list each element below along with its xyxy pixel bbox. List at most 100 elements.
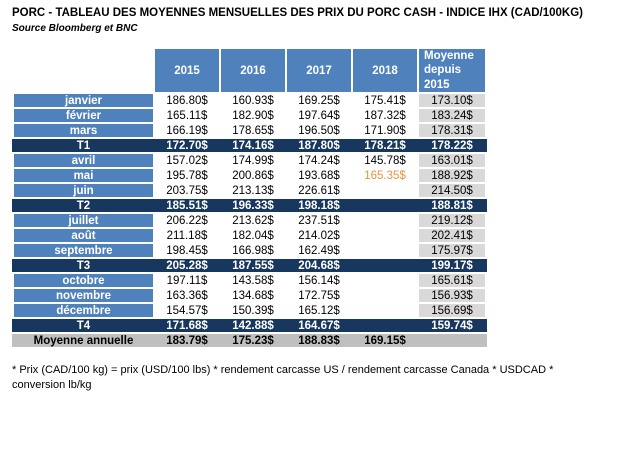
value-cell-janvier-2015: 186.80$ [153, 92, 221, 110]
row-label: T1 [12, 137, 155, 155]
value-cell-moyenne-annuelle-2017: 188.83$ [285, 332, 353, 350]
value-cell-t4-2016: 142.88$ [219, 317, 287, 335]
row-label: T2 [12, 197, 155, 215]
value-cell-avril-2017: 174.24$ [285, 152, 353, 170]
value-cell-t2-2016: 196.33$ [219, 197, 287, 215]
table-row-fevrier: février 165.11$ 182.90$ 197.64$ 187.32$ 183.2… [12, 107, 487, 125]
value-cell-janvier-2017: 169.25$ [285, 92, 353, 110]
table-row-decembre: décembre 154.57$ 150.39$ 165.12$ 156.69$ [12, 302, 487, 320]
value-cell-janvier-moyenne-depuis-2015: 173.10$ [417, 92, 487, 110]
value-cell-t4-2018 [351, 317, 419, 335]
value-cell-decembre-2015: 154.57$ [153, 302, 221, 320]
value-cell-juin-2017: 226.61$ [285, 182, 353, 200]
table-row-t1: T1 172.70$ 174.16$ 187.80$ 178.21$ 178.22$ [12, 137, 487, 155]
value-cell-t1-2018: 178.21$ [351, 137, 419, 155]
value-cell-t2-2015: 185.51$ [153, 197, 221, 215]
value-cell-t1-2015: 172.70$ [153, 137, 221, 155]
value-cell-juin-2015: 203.75$ [153, 182, 221, 200]
table-row-mai: mai 195.78$ 200.86$ 193.68$ 165.35$ 188.92$ [12, 167, 487, 185]
value-cell-moyenne-annuelle-moyenne-depuis-2015 [417, 332, 487, 350]
table-row-t4: T4 171.68$ 142.88$ 164.67$ 159.74$ [12, 317, 487, 335]
value-cell-t1-moyenne-depuis-2015: 178.22$ [417, 137, 487, 155]
value-cell-novembre-2016: 134.68$ [219, 287, 287, 305]
report-page: PORC - TABLEAU DES MOYENNES MENSUELLES D… [12, 7, 584, 391]
column-header-moyenne-depuis-2015: Moyenne depuis 2015 [417, 46, 487, 95]
value-cell-aout-2016: 182.04$ [219, 227, 287, 245]
row-label: février [12, 107, 155, 125]
value-cell-mars-2016: 178.65$ [219, 122, 287, 140]
value-cell-fevrier-2017: 197.64$ [285, 107, 353, 125]
value-cell-aout-2018 [351, 227, 419, 245]
value-cell-septembre-2015: 198.45$ [153, 242, 221, 260]
value-cell-t3-moyenne-depuis-2015: 199.17$ [417, 257, 487, 275]
column-header-2016: 2016 [219, 46, 287, 95]
column-header-2018: 2018 [351, 46, 419, 95]
value-cell-janvier-2016: 160.93$ [219, 92, 287, 110]
value-cell-novembre-2018 [351, 287, 419, 305]
value-cell-avril-2016: 174.99$ [219, 152, 287, 170]
table-row-janvier: janvier 186.80$ 160.93$ 169.25$ 175.41$ 173.1… [12, 92, 487, 110]
value-cell-moyenne-annuelle-2018: 169.15$ [351, 332, 419, 350]
value-cell-juin-2018 [351, 182, 419, 200]
value-cell-juillet-2017: 237.51$ [285, 212, 353, 230]
value-cell-mai-2015: 195.78$ [153, 167, 221, 185]
value-cell-t1-2017: 187.80$ [285, 137, 353, 155]
table-row-octobre: octobre 197.11$ 143.58$ 156.14$ 165.61$ [12, 272, 487, 290]
value-cell-octobre-2017: 156.14$ [285, 272, 353, 290]
table-row-aout: août 211.18$ 182.04$ 214.02$ 202.41$ [12, 227, 487, 245]
value-cell-juillet-moyenne-depuis-2015: 219.12$ [417, 212, 487, 230]
value-cell-t4-2015: 171.68$ [153, 317, 221, 335]
table-header: 2015 2016 2017 2018 Moyenne depuis 2015 [12, 46, 487, 95]
corner-cell [12, 46, 155, 95]
header-row: 2015 2016 2017 2018 Moyenne depuis 2015 [12, 46, 487, 95]
value-cell-septembre-2017: 162.49$ [285, 242, 353, 260]
row-label: juin [12, 182, 155, 200]
value-cell-mars-2017: 196.50$ [285, 122, 353, 140]
value-cell-mars-2018: 171.90$ [351, 122, 419, 140]
value-cell-juillet-2016: 213.62$ [219, 212, 287, 230]
value-cell-mai-2016: 200.86$ [219, 167, 287, 185]
page-title: PORC - TABLEAU DES MOYENNES MENSUELLES D… [12, 7, 584, 19]
value-cell-t3-2018 [351, 257, 419, 275]
value-cell-t4-moyenne-depuis-2015: 159.74$ [417, 317, 487, 335]
table-row-juillet: juillet 206.22$ 213.62$ 237.51$ 219.12$ [12, 212, 487, 230]
value-cell-novembre-2017: 172.75$ [285, 287, 353, 305]
value-cell-octobre-2015: 197.11$ [153, 272, 221, 290]
table-body: janvier 186.80$ 160.93$ 169.25$ 175.41$ 173.1… [12, 92, 487, 350]
row-label: janvier [12, 92, 155, 110]
value-cell-juillet-2018 [351, 212, 419, 230]
value-cell-septembre-moyenne-depuis-2015: 175.97$ [417, 242, 487, 260]
table-row-t2: T2 185.51$ 196.33$ 198.18$ 188.81$ [12, 197, 487, 215]
value-cell-octobre-2018 [351, 272, 419, 290]
row-label: Moyenne annuelle [12, 332, 155, 350]
table-row-juin: juin 203.75$ 213.13$ 226.61$ 214.50$ [12, 182, 487, 200]
value-cell-mai-moyenne-depuis-2015: 188.92$ [417, 167, 487, 185]
value-cell-t3-2016: 187.55$ [219, 257, 287, 275]
value-cell-octobre-2016: 143.58$ [219, 272, 287, 290]
value-cell-decembre-2017: 165.12$ [285, 302, 353, 320]
row-label: mai [12, 167, 155, 185]
table-row-moyenne-annuelle: Moyenne annuelle 183.79$ 175.23$ 188.83$ 169… [12, 332, 487, 350]
table-row-septembre: septembre 198.45$ 166.98$ 162.49$ 175.97$ [12, 242, 487, 260]
row-label: novembre [12, 287, 155, 305]
value-cell-juillet-2015: 206.22$ [153, 212, 221, 230]
value-cell-aout-moyenne-depuis-2015: 202.41$ [417, 227, 487, 245]
value-cell-moyenne-annuelle-2016: 175.23$ [219, 332, 287, 350]
value-cell-fevrier-2016: 182.90$ [219, 107, 287, 125]
value-cell-aout-2017: 214.02$ [285, 227, 353, 245]
table-row-t3: T3 205.28$ 187.55$ 204.68$ 199.17$ [12, 257, 487, 275]
value-cell-fevrier-2015: 165.11$ [153, 107, 221, 125]
value-cell-t2-2017: 198.18$ [285, 197, 353, 215]
value-cell-juin-2016: 213.13$ [219, 182, 287, 200]
value-cell-mars-moyenne-depuis-2015: 178.31$ [417, 122, 487, 140]
value-cell-avril-2015: 157.02$ [153, 152, 221, 170]
value-cell-t3-2015: 205.28$ [153, 257, 221, 275]
value-cell-mai-2018: 165.35$ [351, 167, 419, 185]
footnote: * Prix (CAD/100 kg) = prix (USD/100 lbs)… [12, 364, 554, 391]
value-cell-t1-2016: 174.16$ [219, 137, 287, 155]
value-cell-t3-2017: 204.68$ [285, 257, 353, 275]
column-header-2017: 2017 [285, 46, 353, 95]
value-cell-decembre-2016: 150.39$ [219, 302, 287, 320]
value-cell-decembre-2018 [351, 302, 419, 320]
price-table: 2015 2016 2017 2018 Moyenne depuis 2015 janv… [12, 46, 487, 350]
